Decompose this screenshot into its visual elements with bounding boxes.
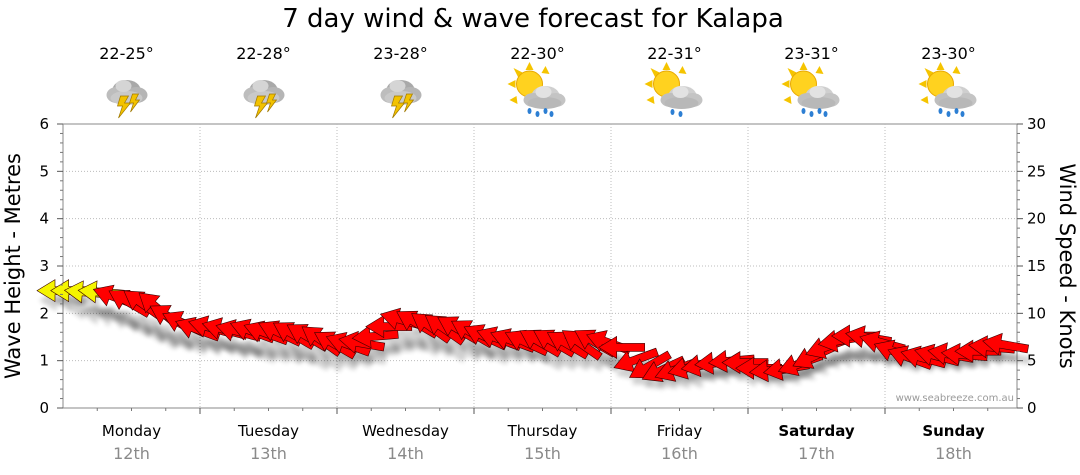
wind-arrow xyxy=(982,332,1030,356)
left-tick-label: 6 xyxy=(39,115,49,133)
sun-cloud-rain-icon xyxy=(507,61,566,117)
left-tick-label: 2 xyxy=(39,304,49,322)
right-tick-label: 30 xyxy=(1027,115,1046,133)
temperature-label: 23-28° xyxy=(373,44,428,63)
credit-text: www.seabreeze.com.au xyxy=(896,393,1014,404)
date-label: 17th xyxy=(798,444,835,463)
sun-cloud-drizzle-icon xyxy=(644,61,703,117)
day-label: Wednesday xyxy=(362,422,449,440)
left-tick-label: 0 xyxy=(39,399,49,417)
temperature-label: 22-31° xyxy=(647,44,702,63)
right-tick-label: 5 xyxy=(1027,352,1037,370)
raindrop xyxy=(670,109,675,115)
left-tick-label: 5 xyxy=(39,162,49,180)
raindrop xyxy=(823,111,828,117)
day-label: Thursday xyxy=(507,422,578,440)
raindrop xyxy=(543,108,548,114)
arrow-shadow xyxy=(398,329,441,357)
right-axis-label: Wind Speed - Knots xyxy=(1055,163,1079,368)
date-label: 12th xyxy=(113,444,150,463)
raindrop xyxy=(946,111,951,117)
date-label: 13th xyxy=(250,444,287,463)
raindrop xyxy=(678,111,683,117)
day-label: Monday xyxy=(102,422,161,440)
thunderstorm-icon xyxy=(243,79,285,119)
raindrop xyxy=(549,111,554,117)
raindrop xyxy=(817,108,822,114)
right-tick-label: 25 xyxy=(1027,162,1046,180)
left-axis-ticks: 0 1 2 3 4 5 6 xyxy=(39,115,63,417)
date-label: 16th xyxy=(661,444,698,463)
thunderstorm-icon xyxy=(380,79,422,119)
left-tick-label: 1 xyxy=(39,352,49,370)
temperature-label: 22-30° xyxy=(510,44,565,63)
date-label: 18th xyxy=(935,444,972,463)
temperature-label: 22-28° xyxy=(236,44,291,63)
raindrop xyxy=(938,108,943,114)
right-tick-label: 15 xyxy=(1027,257,1046,275)
chart-title: 7 day wind & wave forecast for Kalapa xyxy=(282,4,784,34)
day-label: Sunday xyxy=(922,422,985,440)
right-axis-ticks: 0 5 10 15 20 25 30 xyxy=(1017,115,1046,417)
temperature-label: 22-25° xyxy=(99,44,154,63)
day-label: Saturday xyxy=(778,422,855,440)
day-labels: Monday 12th Tuesday 13th Wednesday 14th Thursd… xyxy=(96,408,989,463)
raindrop xyxy=(801,108,806,114)
wind-arrows xyxy=(36,279,1030,383)
temperature-label: 23-30° xyxy=(921,44,976,63)
right-tick-label: 20 xyxy=(1027,210,1046,228)
thunderstorm-icon xyxy=(106,79,148,119)
wind-arrow xyxy=(598,335,646,359)
raindrop xyxy=(954,108,959,114)
day-label: Tuesday xyxy=(237,422,299,440)
raindrop xyxy=(960,111,965,117)
date-label: 15th xyxy=(524,444,561,463)
arrow-shadow xyxy=(289,343,331,371)
day-label: Friday xyxy=(657,422,703,440)
left-axis-label: Wave Height - Metres xyxy=(1,153,25,379)
left-tick-label: 3 xyxy=(39,257,49,275)
raindrop xyxy=(809,111,814,117)
raindrop xyxy=(535,111,540,117)
sun-cloud-rain-icon xyxy=(781,61,840,117)
date-label: 14th xyxy=(387,444,424,463)
weather-icons xyxy=(106,61,977,119)
right-tick-label: 0 xyxy=(1027,399,1037,417)
left-tick-label: 4 xyxy=(39,210,49,228)
temperature-label: 23-31° xyxy=(784,44,839,63)
raindrop xyxy=(527,108,532,114)
temperature-labels: 22-25° 22-28° 23-28° 22-30° 22-31° 23-31° 23-3… xyxy=(99,44,976,63)
right-tick-label: 10 xyxy=(1027,304,1046,322)
sun-cloud-rain-icon xyxy=(918,61,977,117)
